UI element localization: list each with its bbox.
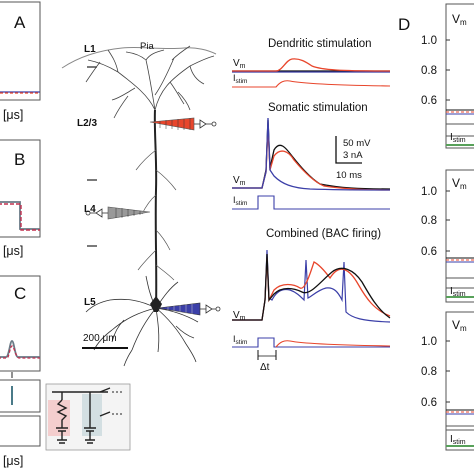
right-column: Vm 1.0 0.8 0.6 Istim Vm 1.0 0.8 0.6 Isti…	[421, 3, 474, 451]
layer-l1: L1	[84, 44, 96, 55]
right-panel-2-tick-2: 0.8	[421, 215, 437, 227]
panel-d: D Dendritic stimulation Vm Istim Somatic…	[232, 15, 410, 373]
right-panel-2-tick-1: 1.0	[421, 186, 437, 198]
layer-l5: L5	[84, 297, 96, 308]
apical-trunk	[153, 109, 158, 309]
somatic-istim-trace	[232, 195, 390, 210]
right-panel-2-frame	[445, 169, 474, 289]
somatic-trace-black	[232, 119, 391, 190]
pia-label: Pia	[140, 41, 154, 52]
somatic-istim-label: Istim	[233, 195, 247, 207]
dendritic-istim-trace	[232, 80, 391, 88]
scalebar-ms: 10 ms	[336, 170, 362, 181]
apical-tuft	[85, 45, 215, 119]
traces-scalebar	[335, 136, 362, 164]
somatic-vm-label: Vm	[233, 175, 246, 187]
right-panel-3-istim: Istim	[450, 434, 466, 446]
right-panel-3-tick-3: 0.6	[421, 397, 437, 409]
neuron-scalebar-label: 200 μm	[83, 333, 117, 344]
right-panel-2-vm: Vm	[452, 176, 467, 191]
somatic-title: Somatic stimulation	[268, 102, 368, 114]
panel-a-axis-label: t [μs]	[0, 108, 23, 122]
right-panel-3-vm: Vm	[452, 318, 467, 333]
panel-c-sub-frame-2	[0, 415, 41, 447]
combined-trace-red	[232, 257, 391, 321]
combined-istim-soma	[232, 337, 390, 348]
dendritic-vm-label: Vm	[233, 58, 246, 70]
electrode-red	[149, 117, 217, 131]
right-panel-2-tick-3: 0.6	[421, 246, 437, 258]
delta-t-label: Δt	[260, 362, 270, 373]
panel-c-frame	[0, 275, 41, 372]
right-panel-1-tick-1: 1.0	[421, 35, 437, 47]
combined-istim-dend	[275, 340, 391, 348]
electrode-gray	[85, 206, 151, 220]
panel-a-frame	[0, 1, 41, 101]
dendritic-istim-label: Istim	[233, 73, 247, 85]
combined-istim-label: Istim	[233, 334, 247, 346]
right-panel-2-istim-frame	[445, 277, 474, 303]
right-panel-3-istim-frame	[445, 425, 474, 451]
panel-c-letter: C	[14, 284, 26, 303]
panel-b-letter: B	[14, 150, 25, 169]
combined-title: Combined (BAC firing)	[266, 228, 381, 240]
right-panel-1-vm: Vm	[452, 12, 467, 27]
panel-b-trace-red	[0, 203, 40, 231]
layer-l23: L2/3	[77, 118, 97, 129]
scalebar-mv: 50 mV	[343, 138, 371, 149]
circuit-inset	[45, 383, 131, 451]
layer-l4: L4	[84, 204, 96, 215]
somatic-trace-red	[232, 127, 391, 191]
dendritic-title: Dendritic stimulation	[268, 38, 372, 50]
basal-dendrites	[85, 275, 199, 367]
right-panel-3-tick-2: 0.8	[421, 366, 437, 378]
right-panel-3-tick-1: 1.0	[421, 336, 437, 348]
panel-c-sub-frame-1	[0, 379, 41, 413]
electrode-blue	[157, 302, 221, 316]
panel-b-axis-label: t [μs]	[0, 244, 23, 258]
pia-outline	[61, 46, 217, 69]
right-panel-1-istim-frame	[445, 123, 474, 149]
left-strip: A t [μs] B t [μs] C t [μs]	[0, 1, 41, 468]
somatic-trace-blue	[232, 117, 391, 191]
panel-b-trace-gray	[0, 201, 40, 230]
right-panel-1-tick-2: 0.8	[421, 65, 437, 77]
panel-a-letter: A	[14, 13, 26, 32]
combined-trace-black	[232, 253, 391, 321]
scalebar-na: 3 nA	[343, 150, 363, 161]
right-panel-1-istim: Istim	[450, 132, 466, 144]
right-panel-2-istim: Istim	[450, 286, 466, 298]
panel-b-frame	[0, 139, 41, 238]
dendritic-vm-trace-red	[232, 58, 391, 72]
combined-vm-label: Vm	[233, 310, 246, 322]
panel-c-trace-gray	[0, 340, 40, 358]
right-panel-1-tick-3: 0.6	[421, 95, 437, 107]
neuron-panel: Pia L1 L2/3 L4 L5	[61, 41, 221, 367]
panel-c-axis-label: t [μs]	[0, 454, 23, 468]
panel-d-letter: D	[398, 15, 410, 34]
panel-c-trace-red	[0, 345, 40, 359]
combined-trace-blue	[232, 249, 391, 323]
